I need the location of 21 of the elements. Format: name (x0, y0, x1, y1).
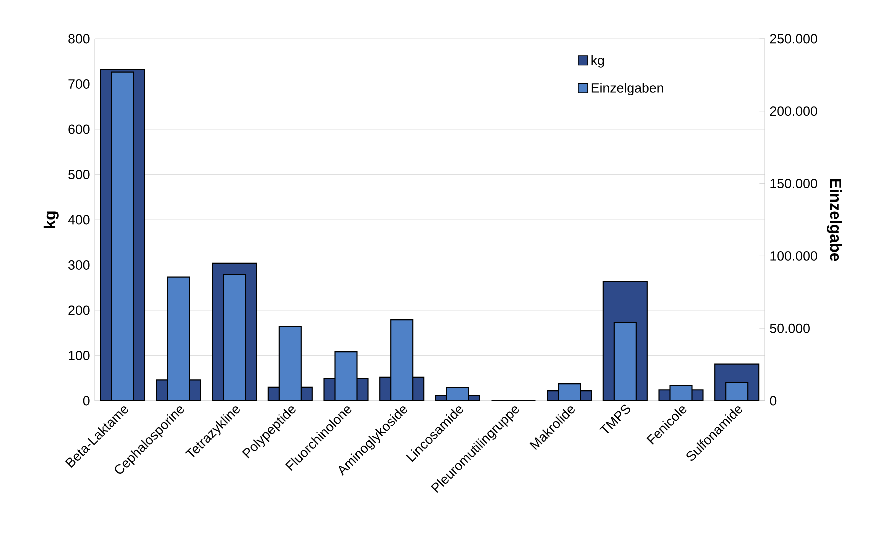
legend-label: Einzelgaben (592, 83, 664, 96)
bar (726, 382, 749, 401)
y2-axis-title: Einzelgabe (827, 179, 842, 262)
y2-tick-label: 200.000 (770, 106, 818, 116)
y2-tick-label: 250.000 (770, 34, 818, 44)
y-tick-label: 600 (68, 124, 90, 134)
y-tick-label: 700 (68, 80, 90, 89)
y-tick-label: 200 (68, 306, 90, 316)
y-axis-title: kg (44, 212, 59, 228)
y-tick-label: 100 (69, 351, 90, 360)
legend-label: kg (592, 55, 604, 68)
y-tick-label: 300 (68, 260, 90, 270)
y-tick-label: 0 (83, 396, 90, 406)
y-tick-label: 400 (68, 215, 90, 225)
y2-tick-label: 50.000 (770, 324, 810, 334)
bar (614, 322, 637, 401)
y2-tick-label: 100.000 (770, 251, 818, 261)
y-tick-label: 800 (68, 34, 90, 44)
y-tick-label: 500 (68, 170, 90, 180)
y2-tick-label: 150.000 (770, 179, 818, 189)
y2-tick-label: 0 (770, 396, 777, 406)
